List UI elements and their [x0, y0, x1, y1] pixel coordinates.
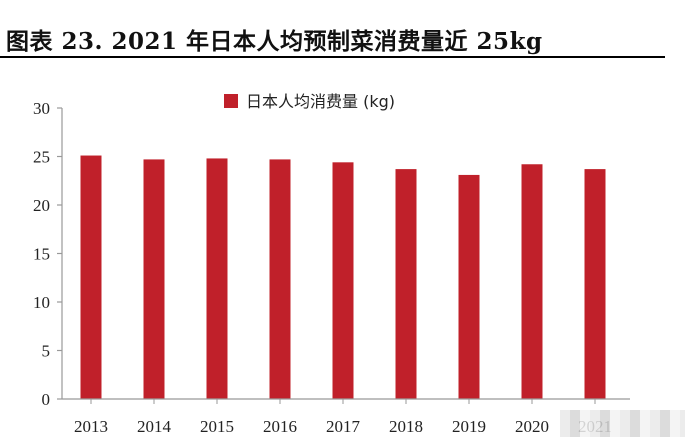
- bar-2015: [206, 158, 228, 399]
- y-tick-label: 25: [33, 148, 50, 167]
- x-tick-label: 2018: [389, 417, 423, 436]
- x-tick-label: 2014: [137, 417, 172, 436]
- figure-title: 图表 23. 2021 年日本人均预制菜消费量近 25kg: [6, 28, 543, 55]
- x-tick-label: 2016: [263, 417, 297, 436]
- x-tick-label: 2020: [515, 417, 549, 436]
- y-tick-label: 30: [33, 99, 50, 118]
- y-tick-label: 10: [33, 293, 50, 312]
- y-axis: 0 5 10 15 20 25 30: [33, 99, 63, 409]
- bar-2014: [143, 159, 165, 399]
- y-tick-label: 0: [42, 390, 51, 409]
- x-tick-label: 2013: [74, 417, 108, 436]
- bars: [80, 155, 606, 399]
- legend-swatch: [224, 94, 238, 108]
- y-tick-label: 15: [33, 245, 50, 264]
- bar-2021: [584, 169, 606, 399]
- x-tick-label: 2019: [452, 417, 486, 436]
- legend: 日本人均消费量 (kg): [224, 92, 395, 111]
- x-axis: 201320142015201620172018201920202021: [62, 398, 630, 436]
- legend-label: 日本人均消费量 (kg): [246, 92, 395, 111]
- bar-2020: [521, 164, 543, 399]
- bar-2018: [395, 169, 417, 399]
- bar-2016: [269, 159, 291, 399]
- bar-2017: [332, 162, 354, 399]
- x-tick-label: 2015: [200, 417, 234, 436]
- y-tick-label: 20: [33, 196, 50, 215]
- x-tick-label: 2017: [326, 417, 361, 436]
- y-tick-label: 5: [42, 342, 51, 361]
- title-divider: [0, 56, 665, 58]
- watermark-blur: [560, 410, 685, 437]
- bar-2019: [458, 174, 480, 399]
- bar-2013: [80, 155, 102, 399]
